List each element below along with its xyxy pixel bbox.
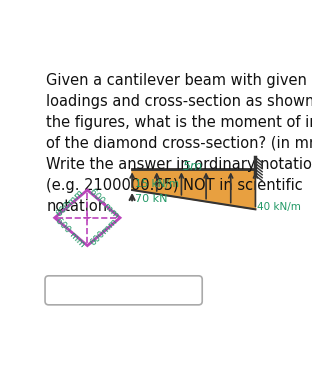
Text: 600 mm: 600 mm — [54, 216, 87, 249]
Text: +: + — [82, 211, 93, 224]
Text: 40 kN/m: 40 kN/m — [256, 202, 300, 212]
Text: 5m: 5m — [183, 160, 202, 173]
Text: 600mm: 600mm — [89, 217, 120, 248]
FancyBboxPatch shape — [45, 276, 202, 305]
Polygon shape — [132, 170, 256, 209]
Text: Given a cantilever beam with given
loadings and cross-section as shown in
the fi: Given a cantilever beam with given loadi… — [46, 73, 312, 214]
Text: 70 kN: 70 kN — [134, 194, 167, 205]
Text: 600 mm: 600 mm — [88, 187, 121, 220]
Text: 15 kN/m: 15 kN/m — [134, 179, 178, 189]
Text: 600mm: 600mm — [55, 188, 86, 219]
